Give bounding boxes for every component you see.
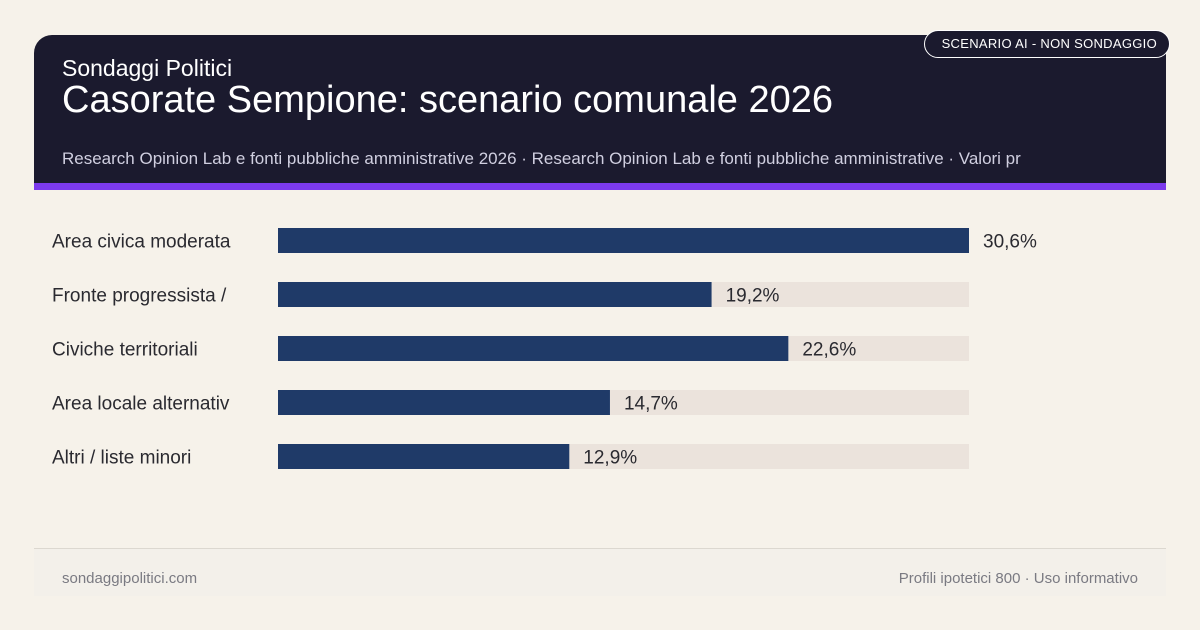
brand-name: Sondaggi Politici (62, 55, 233, 81)
footer-note: Profili ipotetici 800 · Uso informativo (898, 570, 1138, 587)
bar (278, 282, 712, 307)
value-label: 22,6% (802, 340, 856, 361)
bar (278, 336, 789, 361)
category-label: Civiche territoriali (52, 340, 198, 361)
footer: sondaggipolitici.com Profili ipotetici 8… (34, 548, 1166, 596)
category-label: Area locale alternativ (52, 394, 230, 415)
accent-stripe (34, 183, 1166, 190)
value-label: 12,9% (583, 448, 637, 469)
header-panel: Sondaggi Politici Casorate Sempione: sce… (34, 35, 1166, 183)
value-label: 30,6% (983, 232, 1037, 253)
category-label: Altri / liste minori (52, 448, 191, 469)
bar (278, 390, 610, 415)
footer-site-link[interactable]: sondaggipolitici.com (62, 570, 198, 587)
value-label: 14,7% (624, 394, 678, 415)
bar (278, 228, 969, 253)
scenario-badge: SCENARIO AI - NON SONDAGGIO (924, 30, 1170, 58)
sources-line: Research Opinion Lab e fonti pubbliche a… (62, 149, 1021, 168)
category-label: Fronte progressista / (52, 286, 227, 307)
value-label: 19,2% (726, 286, 780, 307)
category-label: Area civica moderata (52, 232, 231, 253)
bar (278, 444, 570, 469)
page-title: Casorate Sempione: scenario comunale 202… (62, 79, 834, 121)
